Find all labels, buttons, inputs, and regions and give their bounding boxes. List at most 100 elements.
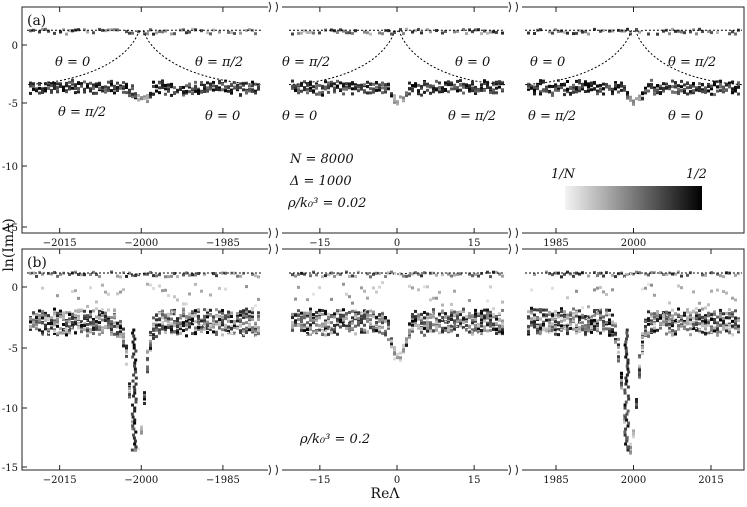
heat-cell [330, 315, 333, 319]
heat-cell [411, 286, 414, 290]
heat-cell [680, 85, 683, 89]
heat-cell [465, 32, 468, 36]
heat-cell [423, 311, 426, 315]
heat-cell [303, 323, 306, 327]
heat-cell [158, 284, 161, 288]
heat-cell [625, 439, 629, 443]
heat-cell [345, 270, 348, 274]
heat-cell [438, 331, 441, 335]
heat-cell [659, 86, 662, 90]
heat-cell [321, 90, 324, 94]
heat-cell [164, 318, 167, 322]
heat-cell [221, 309, 224, 313]
heat-cell [426, 82, 429, 86]
heat-cell [408, 81, 411, 85]
heat-cell [495, 322, 498, 326]
heat-cell [149, 93, 152, 97]
heat-cell [572, 317, 575, 321]
heat-cell [146, 282, 149, 286]
heat-cell [194, 326, 197, 330]
heat-cell [572, 85, 575, 89]
heat-cell [728, 85, 731, 89]
heat-cell [116, 332, 119, 336]
heat-cell [107, 89, 110, 93]
heat-cell [161, 313, 164, 317]
heat-cell [203, 322, 206, 326]
heat-cell [477, 330, 480, 334]
panel-a: (a) 0 -5 -10 -15 −2015 −2000 −1985 −15 0 15 19… [2, 1, 745, 249]
heat-cell [498, 272, 501, 276]
axis-break-mark [515, 243, 518, 255]
heat-cell [575, 31, 578, 35]
heat-cell [348, 320, 351, 324]
heat-cell [569, 311, 572, 315]
heat-cell [734, 316, 737, 320]
heat-cell [713, 318, 716, 322]
heat-cell [179, 327, 182, 331]
heat-cell [602, 319, 605, 323]
colorbar-min-label: 1/N [551, 167, 576, 182]
heat-cell [627, 370, 631, 374]
heat-cell [345, 31, 348, 35]
heat-cell [563, 30, 566, 34]
heat-cell [393, 96, 396, 100]
heat-cell [122, 342, 125, 346]
heat-cell [560, 307, 563, 311]
heat-cell [417, 288, 420, 292]
heat-cell [659, 326, 662, 330]
heat-cell [474, 316, 477, 320]
heat-cell [662, 29, 665, 33]
heat-cell [164, 92, 167, 96]
heat-cell [134, 445, 138, 449]
heat-cell [578, 272, 581, 276]
heat-cell [242, 314, 245, 318]
heat-cell [575, 323, 578, 327]
heat-cell [396, 100, 399, 104]
heat-cell [411, 313, 414, 317]
heat-cell [357, 312, 360, 316]
heat-cell [444, 81, 447, 85]
heat-cell [233, 321, 236, 325]
heat-cell [689, 30, 692, 34]
heat-cell [710, 31, 713, 35]
heat-cell [572, 90, 575, 94]
ytick-label: -5 [8, 344, 18, 355]
heat-cell [224, 323, 227, 327]
heat-cell [185, 315, 188, 319]
xtick-label: 2015 [698, 475, 723, 486]
heat-cell [668, 320, 671, 324]
heat-cell [248, 314, 251, 318]
heat-cell [647, 310, 650, 314]
heat-cell [161, 324, 164, 328]
heat-cell [218, 323, 221, 327]
heat-cell [348, 325, 351, 329]
heat-cell [692, 91, 695, 95]
heat-cell [554, 324, 557, 328]
heat-cell [83, 322, 86, 326]
heat-cell [486, 270, 489, 274]
heat-cell [128, 393, 131, 397]
heat-cell [683, 31, 686, 35]
heat-cell [695, 328, 698, 332]
heat-cell [309, 316, 312, 320]
heat-cell [312, 31, 315, 35]
heat-cell [32, 28, 35, 32]
heat-cell [348, 310, 351, 314]
heat-cell [236, 312, 239, 316]
heat-cell [474, 91, 477, 95]
heat-cell [303, 316, 306, 320]
heat-cell [59, 327, 62, 331]
heat-cell [110, 324, 113, 328]
heat-cell [548, 30, 551, 34]
heat-cell [83, 87, 86, 91]
heat-cell [474, 319, 477, 323]
heat-cell [483, 326, 486, 330]
heat-cell [131, 31, 134, 35]
heat-cell [624, 400, 628, 404]
heat-cell [357, 323, 360, 327]
heat-cell [366, 84, 369, 88]
heat-cell [212, 28, 215, 32]
heat-cell [318, 312, 321, 316]
heat-cell [587, 319, 590, 323]
heat-cell [297, 31, 300, 35]
